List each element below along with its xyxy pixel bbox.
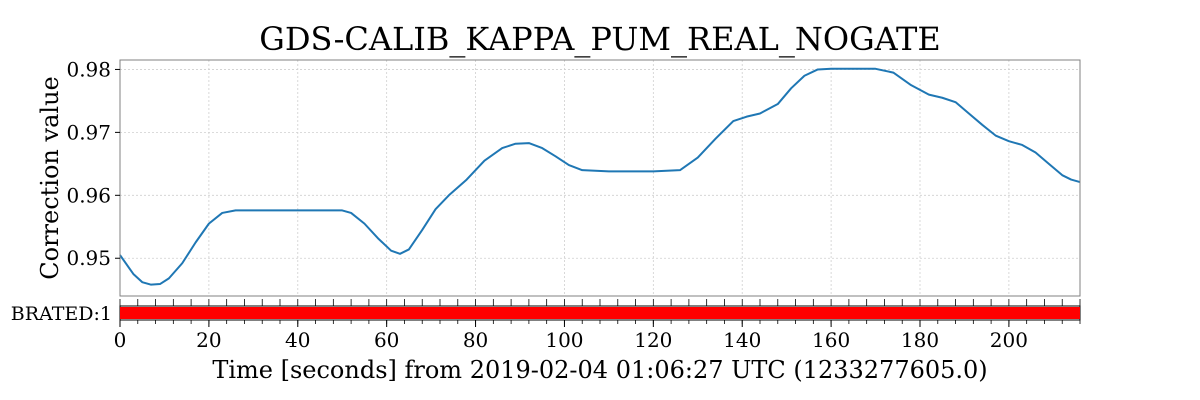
grid-layer — [119, 60, 1080, 296]
flag-label: BRATED:1 — [11, 303, 112, 325]
series-line — [119, 67, 1081, 286]
flag-segment — [120, 307, 1080, 319]
y-tick-label: 0.98 — [66, 57, 111, 81]
series-layer — [119, 67, 1081, 286]
x-tick-label: 80 — [463, 328, 488, 352]
x-ticks: 0 20 40 60 80 100 120 140 160 180 200 — [114, 299, 1081, 352]
x-tick-label: 140 — [723, 328, 761, 352]
x-tick-label: 120 — [634, 328, 672, 352]
y-axis-label: Correction value — [36, 76, 64, 279]
x-tick-label: 60 — [374, 328, 399, 352]
x-tick-label: 0 — [114, 328, 127, 352]
flag-bar-panel — [119, 305, 1081, 321]
y-tick-label: 0.97 — [66, 120, 111, 144]
x-tick-label: 200 — [990, 328, 1028, 352]
plot-frame — [119, 59, 1081, 297]
x-tick-label: 100 — [545, 328, 583, 352]
chart-title: GDS-CALIB_KAPPA_PUM_REAL_NOGATE — [259, 20, 940, 58]
x-tick-label: 20 — [196, 328, 221, 352]
x-axis-label: Time [seconds] from 2019-02-04 01:06:27 … — [212, 356, 987, 384]
y-tick-label: 0.96 — [66, 183, 111, 207]
x-tick-label: 180 — [901, 328, 939, 352]
x-tick-label: 160 — [812, 328, 850, 352]
y-ticks: 0.95 0.96 0.97 0.98 — [66, 57, 120, 270]
x-tick-label: 40 — [285, 328, 310, 352]
y-tick-label: 0.95 — [66, 246, 111, 270]
